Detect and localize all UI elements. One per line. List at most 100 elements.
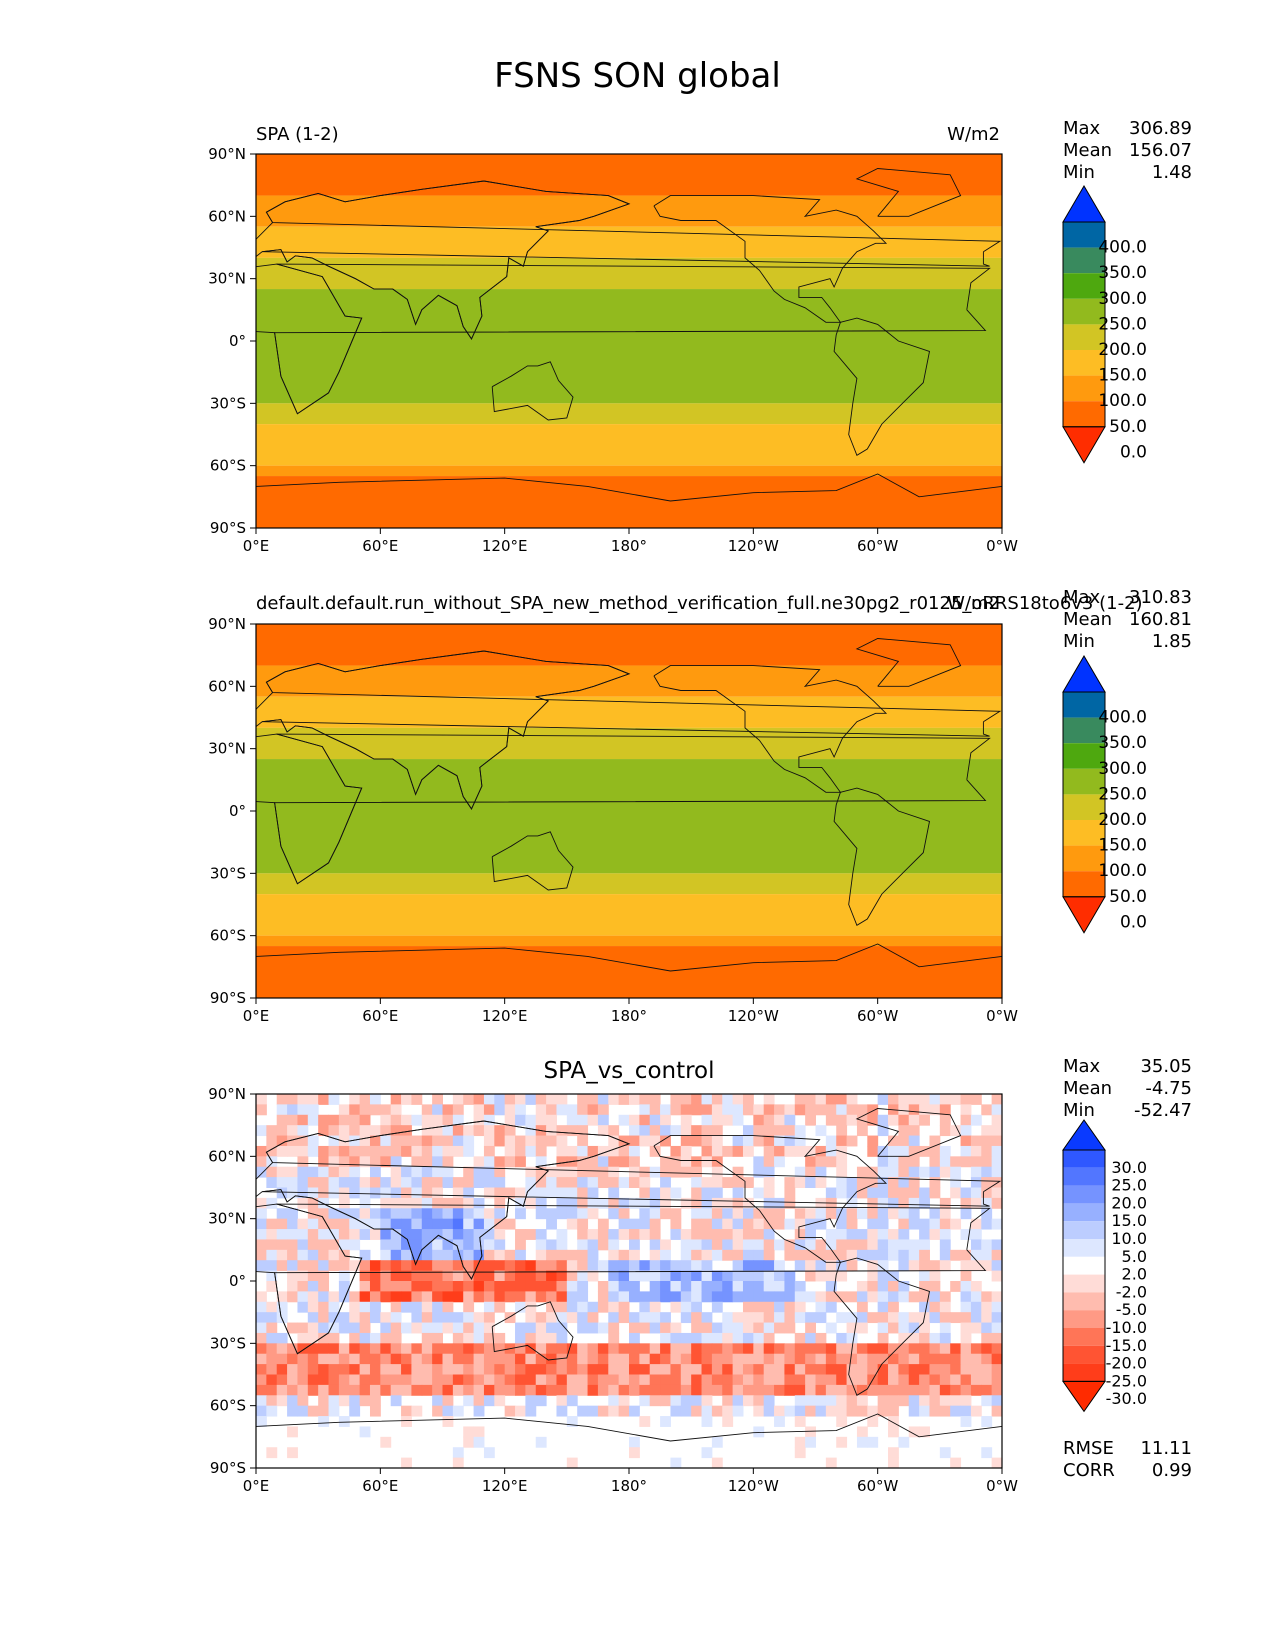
field-cell [338, 1353, 350, 1365]
field-cell [535, 1156, 547, 1168]
stat-value-max: 310.83 [1129, 587, 1192, 608]
colorbar-segment [1063, 1203, 1105, 1222]
field-cell [763, 1301, 775, 1313]
field-cell [515, 1135, 526, 1147]
field-cell [566, 1384, 578, 1396]
field-cell [836, 1343, 848, 1355]
field-cell [815, 1218, 827, 1230]
field-cell [494, 1166, 506, 1178]
field-cell [929, 1395, 941, 1407]
field-cell [660, 1156, 671, 1168]
field-cell [515, 1322, 526, 1334]
colorbar: 400.0350.0300.0250.0200.0150.0100.050.00… [1062, 185, 1147, 464]
field-cell [266, 1145, 278, 1157]
field-cell [483, 1364, 495, 1375]
field-cell [691, 1270, 703, 1282]
field-cell [494, 1301, 506, 1313]
field-cell [805, 1260, 816, 1272]
field-cell [608, 1405, 620, 1417]
field-cell [515, 1301, 526, 1313]
field-cell [411, 1135, 423, 1147]
field-cell [349, 1301, 361, 1313]
field-cell [618, 1145, 630, 1157]
field-cell [494, 1384, 506, 1396]
field-cell [318, 1301, 330, 1313]
field-cell [442, 1281, 454, 1292]
colorbar-tick-label: 50.0 [1109, 887, 1147, 907]
field-cell [784, 1364, 796, 1375]
field-cell [877, 1395, 889, 1407]
field-cell [732, 1270, 744, 1282]
field-cell [691, 1094, 703, 1105]
field-cell [380, 1239, 392, 1251]
field-cell [763, 1187, 775, 1199]
field-cell [318, 1239, 330, 1251]
field-cell [763, 1405, 775, 1417]
stat-label-mean: Mean [1063, 140, 1113, 161]
field-cell [276, 1145, 288, 1157]
field-cell [535, 1384, 547, 1396]
field-cell [266, 1125, 278, 1137]
field-cell [349, 1187, 361, 1199]
field-cell [867, 1135, 879, 1147]
stat-value-mean: -4.75 [1145, 1078, 1192, 1099]
field-cell [318, 1156, 330, 1168]
field-cell [639, 1094, 651, 1105]
field-cell [421, 1177, 433, 1188]
field-cell [287, 1374, 298, 1386]
field-cell [825, 1114, 837, 1126]
field-cell [587, 1249, 599, 1261]
field-cell [525, 1177, 537, 1188]
field-cell [908, 1343, 920, 1355]
field-cell [701, 1343, 713, 1355]
field-cell [825, 1208, 837, 1220]
field-cell [463, 1374, 475, 1386]
colorbar-tick-label: 10.0 [1111, 1229, 1147, 1248]
field-cell [494, 1291, 506, 1303]
field-cell [939, 1260, 951, 1272]
field-cell [639, 1260, 651, 1272]
field-cell [421, 1145, 433, 1157]
field-cell [432, 1156, 443, 1168]
field-cell [660, 1395, 671, 1407]
field-cell [401, 1239, 412, 1251]
field-cell [701, 1156, 713, 1168]
field-cell [888, 1281, 899, 1292]
field-cell [535, 1166, 547, 1178]
field-cell [639, 1374, 651, 1386]
field-cell [960, 1312, 972, 1324]
field-cell [784, 1218, 796, 1230]
field-cell [504, 1135, 516, 1147]
field-cell [359, 1322, 371, 1334]
field-cell [483, 1125, 495, 1137]
field-cell [494, 1343, 506, 1355]
lon-tick-label: 60°E [362, 537, 398, 555]
field-cell [597, 1343, 609, 1355]
field-cell [939, 1364, 951, 1375]
field-cell [307, 1384, 319, 1396]
field-cell [970, 1197, 982, 1209]
field-cell [981, 1145, 993, 1157]
field-cell [815, 1405, 827, 1417]
field-cell [287, 1166, 298, 1178]
field-cell [753, 1426, 765, 1438]
field-cell [981, 1384, 993, 1396]
field-cell [711, 1353, 723, 1365]
field-cell [266, 1384, 278, 1396]
field-cell [359, 1249, 371, 1261]
field-cell [566, 1343, 578, 1355]
field-cell [349, 1312, 361, 1324]
field-cell [732, 1166, 744, 1178]
field-cell [390, 1249, 402, 1261]
field-cell [515, 1281, 526, 1292]
field-cell [805, 1156, 816, 1168]
colorbar-extension-top [1062, 185, 1106, 223]
field-cell [256, 1405, 267, 1417]
field-cell [411, 1384, 423, 1396]
field-cell [888, 1312, 899, 1324]
field-cell [452, 1322, 464, 1334]
field-cell [359, 1270, 371, 1282]
field-cell [556, 1353, 568, 1365]
field-cell [452, 1405, 464, 1417]
field-cell [256, 1104, 267, 1116]
